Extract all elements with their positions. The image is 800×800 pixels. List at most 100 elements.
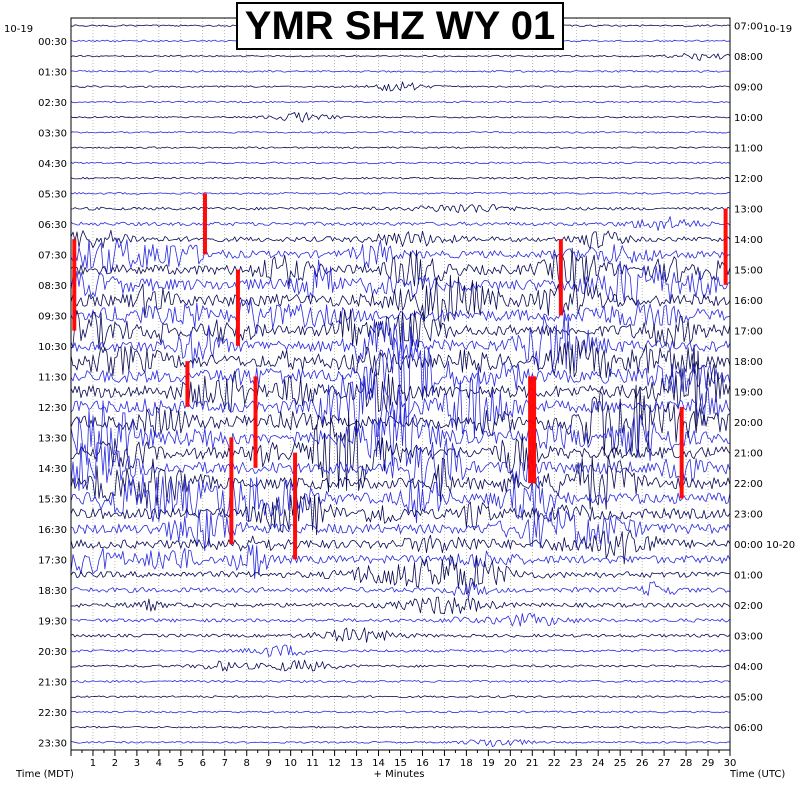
right-axis-label: Time (UTC) <box>729 769 785 780</box>
clipped-amplitude-mark <box>72 239 77 331</box>
trace-row <box>70 554 731 594</box>
trace-row <box>70 473 731 524</box>
right-time-label: 04:00 <box>734 662 763 673</box>
x-tick-label: 11 <box>306 758 319 769</box>
trace-row <box>70 340 731 378</box>
left-time-label: 20:30 <box>38 647 67 658</box>
trace-row <box>70 52 731 61</box>
left-time-label: 13:30 <box>38 433 67 444</box>
trace-row <box>70 204 731 213</box>
right-time-label: 22:00 <box>734 479 763 490</box>
left-time-label: 06:30 <box>38 220 67 231</box>
clipped-amplitude-mark <box>679 406 684 499</box>
right-time-label: 13:00 <box>734 205 763 216</box>
clipped-segments <box>72 193 728 560</box>
clipped-amplitude-mark <box>235 269 240 346</box>
x-tick-label: 27 <box>658 758 671 769</box>
trace-row <box>70 581 731 599</box>
right-time-label: 21:00 <box>734 449 763 460</box>
right-time-label: 17:00 <box>734 327 763 338</box>
clipped-amplitude-mark <box>202 193 207 255</box>
trace-row <box>70 259 731 306</box>
trace-row <box>70 725 731 729</box>
trace-row <box>70 229 731 250</box>
x-tick-label: 20 <box>504 758 517 769</box>
x-tick-label: 1 <box>90 758 96 769</box>
x-tick-label: 30 <box>724 758 737 769</box>
right-time-label: 06:00 <box>734 723 763 734</box>
trace-row <box>70 176 731 180</box>
x-tick-label: 13 <box>350 758 363 769</box>
seismic-traces <box>70 24 731 747</box>
left-time-label: 04:30 <box>38 159 67 170</box>
clipped-amplitude-mark <box>528 376 537 484</box>
trace-row <box>70 161 731 165</box>
right-time-label: 18:00 <box>734 357 763 368</box>
x-tick-label: 19 <box>482 758 495 769</box>
trace-row <box>70 131 731 134</box>
chart-title: YMR SHZ WY 01 <box>244 4 556 48</box>
left-time-label: 07:30 <box>38 250 67 261</box>
trace-row <box>70 438 731 496</box>
left-time-label: 18:30 <box>38 586 67 597</box>
trace-row <box>70 313 731 372</box>
trace-row <box>70 695 731 698</box>
right-time-label: 09:00 <box>734 83 763 94</box>
trace-row <box>70 412 731 493</box>
right-time-axis: 07:00 08:00 09:00 10:00 11:00 12:00 13:00 14:00… <box>734 22 795 735</box>
left-time-label: 21:30 <box>38 677 67 688</box>
x-tick-label: 12 <box>328 758 341 769</box>
x-tick-label: 10 <box>284 758 297 769</box>
right-time-label: 19:00 <box>734 388 763 399</box>
right-time-label: 20:00 <box>734 418 763 429</box>
right-time-label: 00:00 10-20 <box>734 540 795 551</box>
right-time-label: 08:00 <box>734 52 763 63</box>
trace-row <box>70 298 731 335</box>
trace-row <box>70 644 731 657</box>
left-time-label: 09:30 <box>38 311 67 322</box>
left-time-axis: 00:30 01:30 02:30 03:30 04:30 05:30 06:30 07:30… <box>38 37 67 750</box>
x-tick-label: 24 <box>592 758 605 769</box>
left-time-label: 19:30 <box>38 616 67 627</box>
x-tick-label: 21 <box>526 758 539 769</box>
trace-row <box>70 81 731 92</box>
x-tick-label: 23 <box>570 758 583 769</box>
x-tick-label: 16 <box>416 758 429 769</box>
trace-row <box>70 529 731 565</box>
trace-row <box>70 216 731 231</box>
x-tick-label: 14 <box>372 758 385 769</box>
trace-row <box>70 146 731 149</box>
x-tick-label: 17 <box>438 758 451 769</box>
x-tick-label: 29 <box>702 758 715 769</box>
x-axis-label: + Minutes <box>374 769 425 780</box>
trace-row <box>70 274 731 330</box>
left-time-label: 17:30 <box>38 555 67 566</box>
clipped-amplitude-mark <box>723 208 728 285</box>
x-tick-label: 4 <box>156 758 162 769</box>
left-time-label: 12:30 <box>38 403 67 414</box>
trace-row <box>70 100 731 104</box>
left-time-label: 15:30 <box>38 494 67 505</box>
trace-row <box>70 112 731 123</box>
right-time-label: 12:00 <box>734 174 763 185</box>
left-time-label: 11:30 <box>38 372 67 383</box>
right-time-label: 15:00 <box>734 266 763 277</box>
x-tick-label: 2 <box>112 758 118 769</box>
x-tick-label: 15 <box>394 758 407 769</box>
right-time-label: 10:00 <box>734 113 763 124</box>
trace-row <box>70 192 731 195</box>
trace-row <box>70 70 731 73</box>
trace-row <box>70 384 731 457</box>
trace-row <box>70 494 731 536</box>
clipped-amplitude-mark <box>253 376 258 468</box>
right-time-label: 23:00 <box>734 510 763 521</box>
trace-row <box>70 544 731 579</box>
right-time-label: 07:00 <box>734 22 763 33</box>
x-tick-label: 22 <box>548 758 561 769</box>
right-time-label: 11:00 <box>734 144 763 155</box>
right-time-label: 01:00 <box>734 571 763 582</box>
left-time-label: 00:30 <box>38 37 67 48</box>
left-axis-label: Time (MDT) <box>15 769 74 780</box>
clipped-amplitude-mark <box>229 437 234 545</box>
